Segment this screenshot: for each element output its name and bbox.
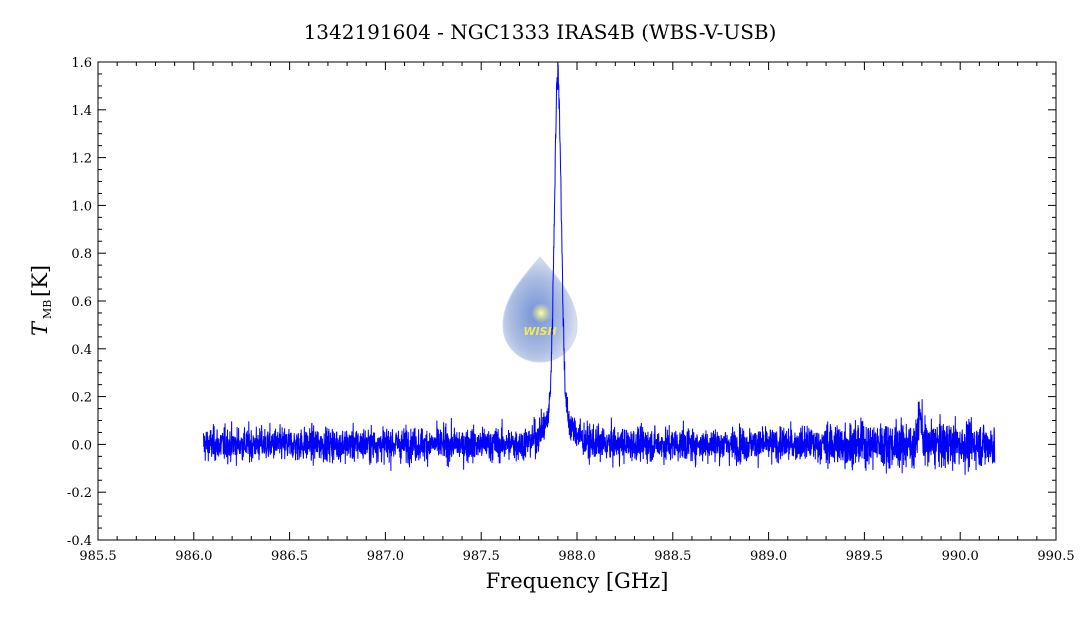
star-icon xyxy=(531,303,551,323)
x-tick-label: 987.5 xyxy=(463,549,500,564)
y-axis-title-main: T xyxy=(28,320,52,336)
y-tick-label: 1.2 xyxy=(71,152,92,167)
y-tick-label: 1.4 xyxy=(71,104,92,119)
x-tick-label: 987.0 xyxy=(367,549,404,564)
x-tick-label: 990.0 xyxy=(942,549,979,564)
x-tick-label: 989.5 xyxy=(846,549,883,564)
wish-logo: WISH xyxy=(502,256,578,363)
y-tick-label: 0.2 xyxy=(71,391,92,406)
y-axis-title-sub: MB xyxy=(41,300,54,319)
x-tick-label: 986.0 xyxy=(175,549,212,564)
x-tick-label: 988.5 xyxy=(654,549,691,564)
x-tick-label: 985.5 xyxy=(79,549,116,564)
y-tick-label: 0.0 xyxy=(71,438,92,453)
x-tick-label: 990.5 xyxy=(1037,549,1074,564)
y-tick-label: 0.4 xyxy=(71,343,92,358)
x-tick-label: 986.5 xyxy=(271,549,308,564)
chart-title: 1342191604 - NGC1333 IRAS4B (WBS-V-USB) xyxy=(304,20,777,44)
y-tick-label: 0.6 xyxy=(71,295,92,310)
x-tick-label: 988.0 xyxy=(558,549,595,564)
logo-text: WISH xyxy=(523,325,556,338)
x-tick-label: 989.0 xyxy=(750,549,787,564)
spectrum-series-line xyxy=(202,64,996,475)
y-axis-title: T MB [K] xyxy=(28,265,54,336)
y-tick-label: -0.4 xyxy=(67,534,92,549)
x-axis: 985.5 986.0 986.5 987.0 987.5 988.0 988.5 989.0… xyxy=(79,62,1075,564)
plot-frame xyxy=(97,61,1057,541)
y-tick-label: 1.0 xyxy=(71,199,92,214)
y-tick-label: 0.8 xyxy=(71,247,92,262)
x-axis-title: Frequency [GHz] xyxy=(486,569,669,593)
y-tick-label: 1.6 xyxy=(71,56,92,71)
y-axis-title-unit: [K] xyxy=(28,265,52,297)
y-axis: -0.4 -0.2 0.0 0.2 0.4 0.6 0.8 1.0 1.2 1.4 1.6 xyxy=(67,56,1056,549)
y-tick-label: -0.2 xyxy=(67,486,92,501)
